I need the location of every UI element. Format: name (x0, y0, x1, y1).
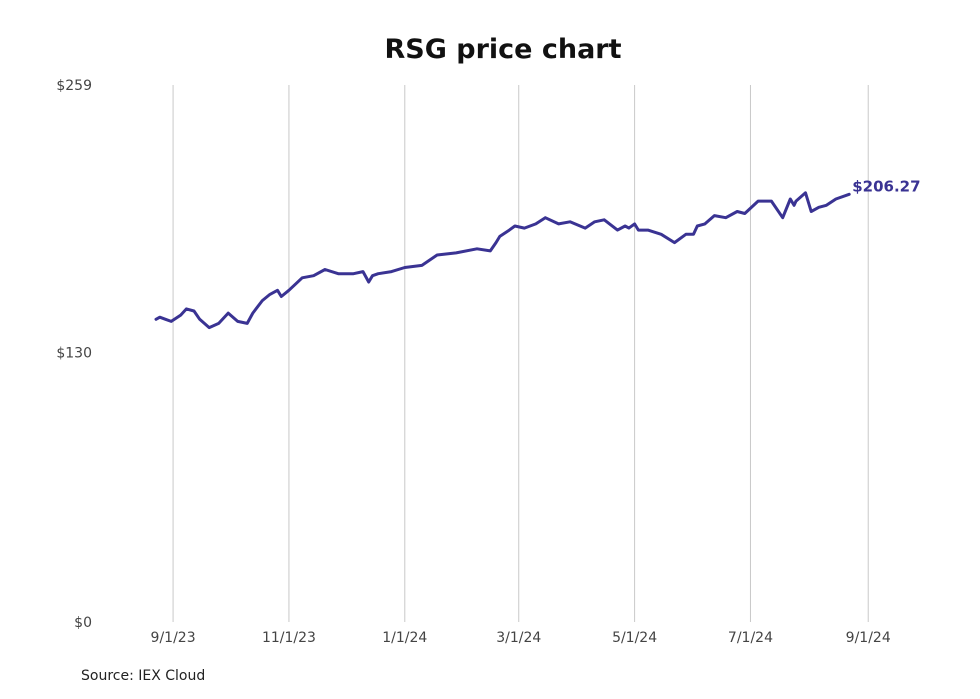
y-tick-label: $259 (56, 78, 92, 94)
y-tick-label: $0 (74, 615, 92, 631)
last-price-label: $206.27 (852, 177, 920, 195)
x-tick-label: 7/1/24 (728, 630, 773, 646)
x-tick-label: 5/1/24 (612, 630, 657, 646)
chart-title: RSG price chart (384, 34, 621, 65)
x-axis: 9/1/23 11/1/23 1/1/24 3/1/24 5/1/24 7/1/24 9/1… (151, 630, 891, 646)
source-note: Source: IEX Cloud (81, 668, 206, 684)
price-line (154, 191, 851, 330)
gridlines (172, 85, 869, 622)
y-tick-label: $130 (56, 345, 92, 361)
x-tick-label: 3/1/24 (496, 630, 541, 646)
x-tick-label: 9/1/24 (846, 630, 891, 646)
x-tick-label: 11/1/23 (262, 630, 316, 646)
x-tick-label: 9/1/23 (151, 630, 196, 646)
y-axis: $0 $130 $259 (56, 78, 92, 631)
x-tick-label: 1/1/24 (382, 630, 427, 646)
